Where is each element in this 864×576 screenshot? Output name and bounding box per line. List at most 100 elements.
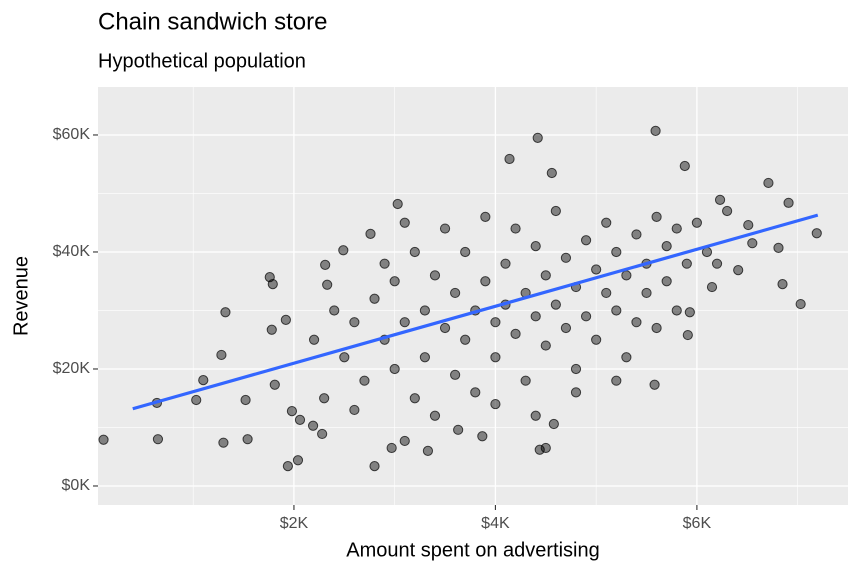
point [409,393,420,404]
point [641,287,652,299]
point [580,311,592,322]
point [386,442,397,454]
point [530,241,541,252]
point [504,153,515,165]
point [540,442,551,454]
point [530,410,541,421]
point [530,311,541,322]
point [510,223,521,234]
point [711,258,723,269]
point [216,349,227,361]
point [322,279,333,290]
point [773,242,784,253]
point [611,246,622,258]
point [684,307,695,318]
point [532,132,543,143]
point [477,431,488,442]
point [651,211,662,222]
point [480,276,491,287]
point [621,270,632,281]
point [520,375,531,386]
point [490,398,501,410]
point [591,334,602,345]
point [282,460,293,472]
point [671,305,682,316]
point [691,217,702,228]
point [490,352,501,363]
y-tick-label: $60K [53,126,91,143]
point [811,228,822,239]
point [550,205,561,217]
chart-title: Chain sandwich store [98,8,327,35]
point [510,328,521,339]
point [429,270,441,281]
point [540,340,551,351]
point [460,334,471,345]
point [338,245,349,256]
point [631,229,642,240]
point [550,299,561,310]
point [349,404,360,416]
point [191,394,202,406]
point [601,217,612,228]
point [679,160,690,172]
point [631,317,642,328]
x-tick-label: $2K [280,515,309,532]
point [777,279,788,290]
point [359,375,370,386]
point [743,219,754,231]
point [98,434,109,445]
point [349,317,360,328]
point [611,305,622,316]
point [591,264,602,275]
point [307,420,319,431]
point [369,460,380,472]
point [339,352,350,363]
point [422,445,434,456]
trend-line [132,213,819,411]
point [601,287,612,299]
y-tick-label: $40K [53,243,91,260]
point [152,434,164,445]
point [661,276,672,287]
point [280,314,291,325]
point [286,406,298,417]
point [439,322,451,334]
point [560,322,572,334]
x-axis-title: Amount spent on advertising [346,539,600,561]
point [560,252,572,263]
point [722,205,733,217]
point [240,394,251,406]
point [379,258,390,269]
point [795,298,806,310]
point [419,305,430,316]
point [399,217,410,228]
point [747,238,758,249]
panel [98,87,848,505]
point [242,434,253,445]
point [450,369,461,380]
point [308,334,320,345]
point [611,375,622,386]
point [220,307,231,318]
point [294,414,306,425]
point [266,324,277,335]
point [548,418,559,430]
point [429,410,441,421]
point [269,379,280,390]
point [389,363,400,375]
y-axis-title: Revenue [10,256,32,336]
point [365,228,376,239]
point [671,223,682,234]
point [453,424,464,435]
point [534,444,545,455]
point [369,293,380,304]
point [500,258,511,269]
point [490,317,501,328]
point [682,329,693,341]
point [399,435,410,447]
y-tick-label: $0K [62,477,91,494]
point [681,258,692,269]
point [763,177,774,189]
point [460,246,471,258]
